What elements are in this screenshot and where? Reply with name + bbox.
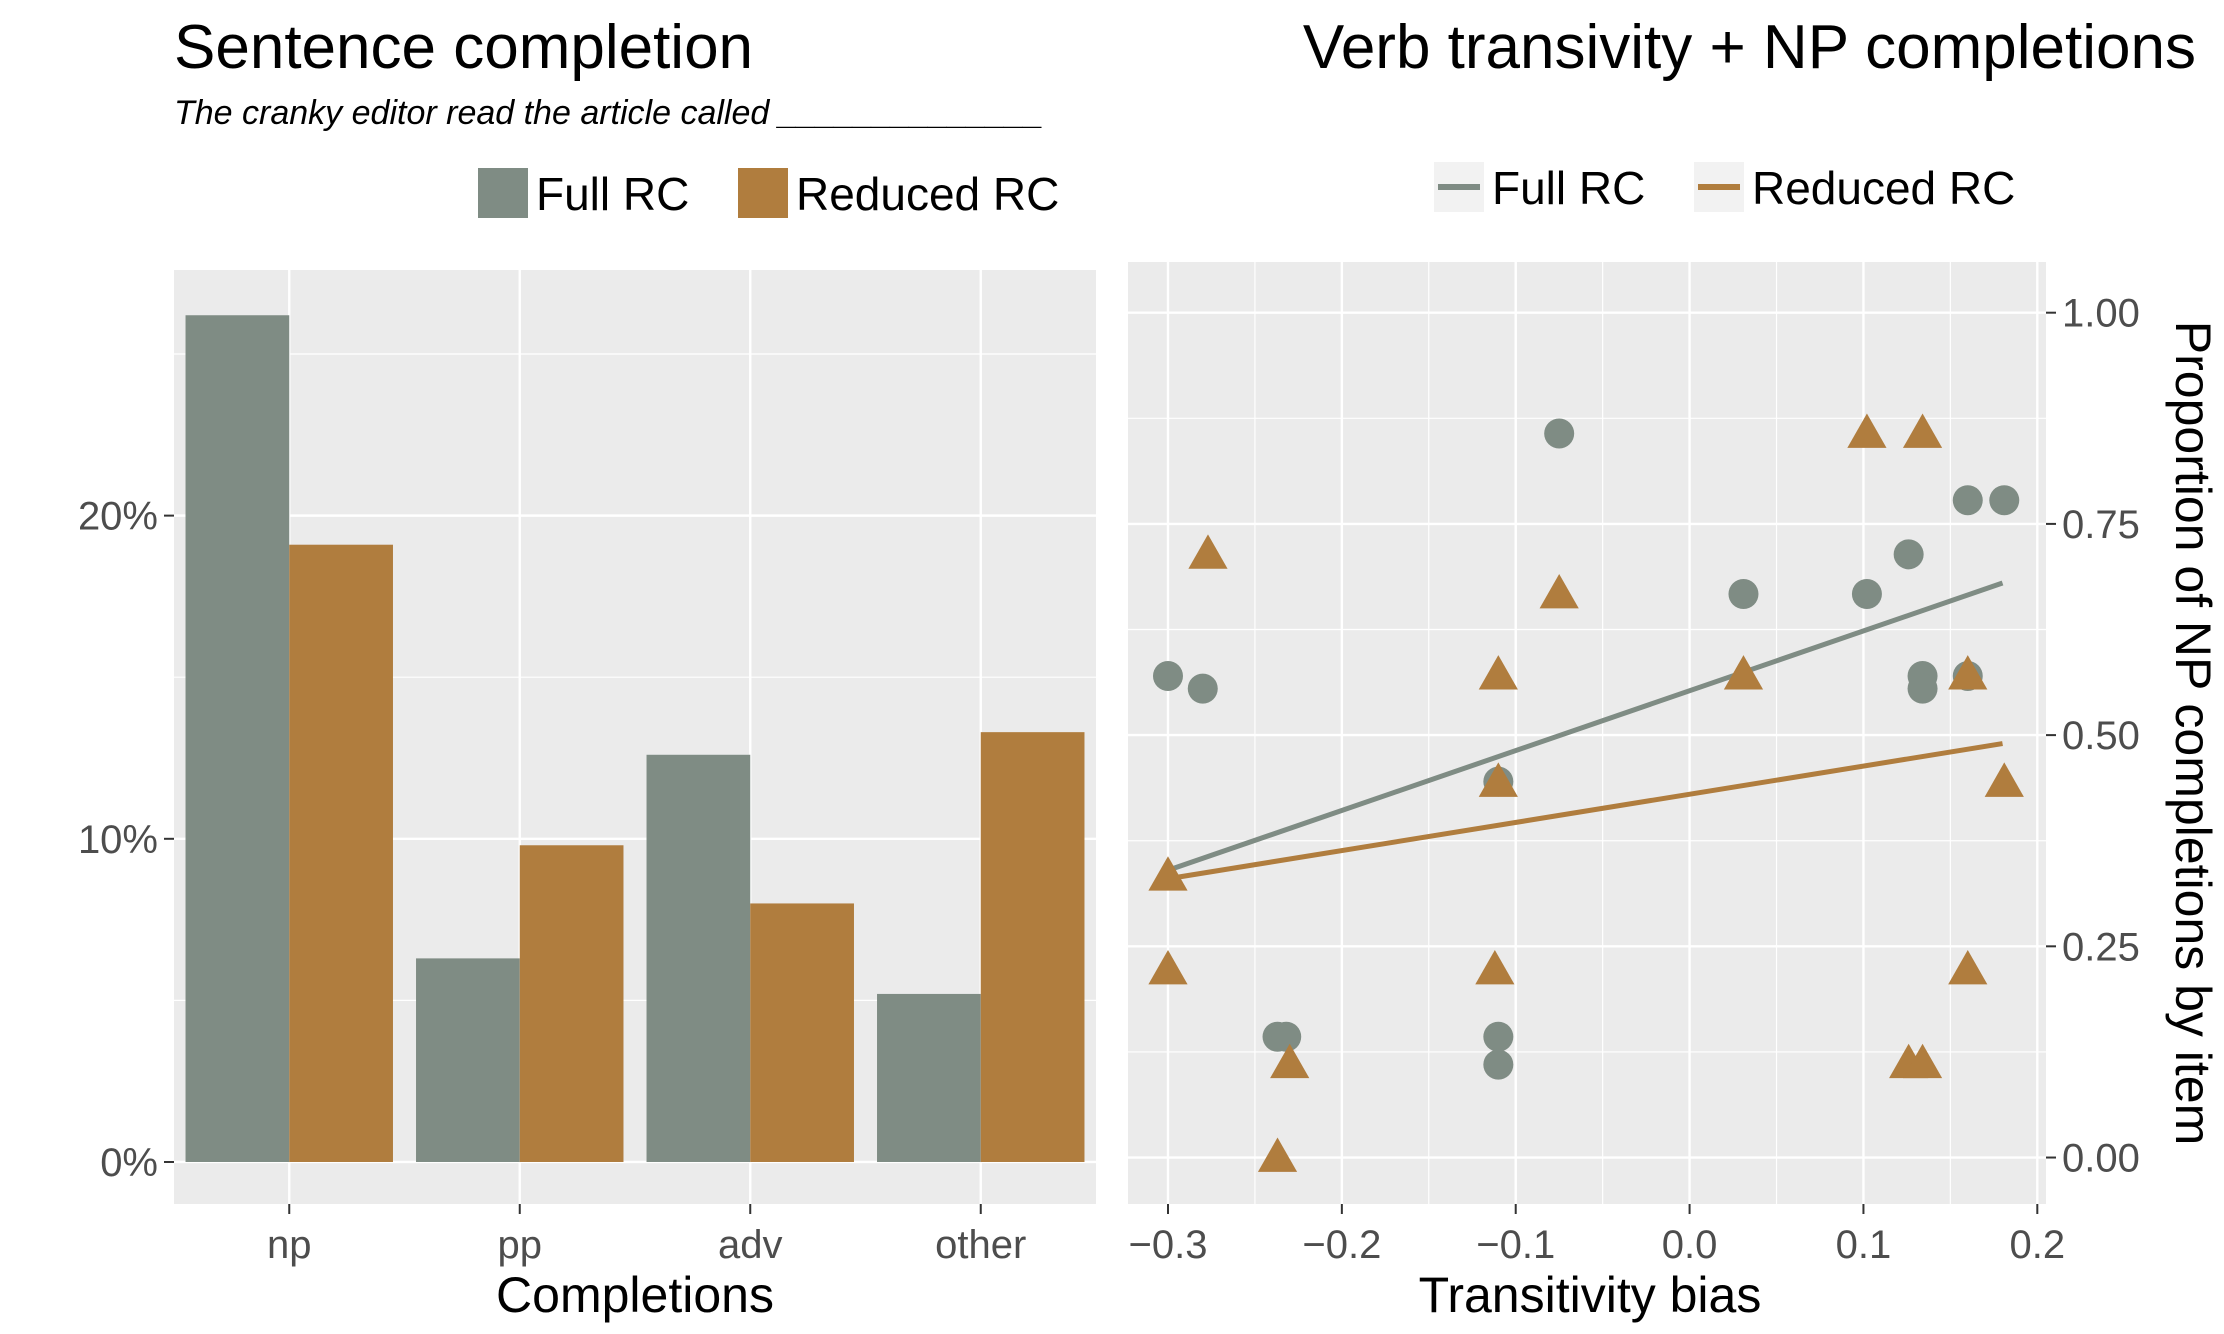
point-reduced-rc: [1257, 1137, 1298, 1172]
point-full-rc: [1187, 673, 1218, 704]
scatter-chart-legend: Full RC Reduced RC: [1434, 162, 2015, 214]
scatter-chart: Verb transivity + NP completions Full RC…: [1128, 13, 2221, 1323]
point-full-rc: [1952, 485, 1983, 516]
bar-reduced-rc-adv: [750, 903, 854, 1162]
bar-reduced-rc-pp: [519, 845, 624, 1162]
point-full-rc: [1152, 660, 1183, 691]
scatter-y-tick-label: 1.00: [2062, 292, 2140, 336]
bar-y-tick-label: 0%: [100, 1141, 158, 1185]
point-reduced-rc: [1475, 949, 1515, 985]
point-full-rc: [1907, 673, 1938, 704]
point-full-rc: [1728, 579, 1759, 610]
bar-reduced-rc-np: [289, 544, 393, 1162]
scatter-fit-lines: [1167, 580, 2004, 882]
bar-x-axis-title: Completions: [496, 1267, 774, 1323]
bar-x-tick-label: other: [935, 1223, 1026, 1267]
point-full-rc: [1271, 1021, 1302, 1052]
bar-y-axis: 0% 10% 20%: [78, 495, 174, 1185]
point-reduced-rc: [1188, 534, 1228, 569]
point-reduced-rc: [1847, 413, 1887, 448]
scatter-x-tick-label: 0.0: [1662, 1223, 1718, 1267]
legend-swatch-full-rc: [478, 168, 528, 218]
point-reduced-rc: [1270, 1043, 1310, 1079]
point-reduced-rc: [1902, 1043, 1943, 1079]
point-reduced-rc: [1478, 655, 1518, 690]
legend-label-full-rc: Full RC: [536, 168, 689, 220]
bar-x-axis: np pp adv other: [267, 1204, 1026, 1267]
scatter-y-tick-label: 0.75: [2062, 503, 2140, 547]
bar-chart-subtitle: The cranky editor read the article calle…: [174, 94, 1043, 132]
scatter-x-axis: −0.3 −0.2 −0.1 0.0 0.1 0.2: [1129, 1204, 2066, 1267]
bar-x-tick-label: pp: [498, 1223, 543, 1267]
scatter-legend-label-full-rc: Full RC: [1492, 162, 1645, 214]
bar-y-tick-label: 20%: [78, 495, 158, 539]
scatter-y-tick-label: 0.25: [2062, 925, 2140, 969]
fit-line-reduced-rc: [1167, 741, 2003, 882]
point-reduced-rc: [1902, 413, 1943, 448]
bar-y-tick-label: 10%: [78, 818, 158, 862]
bar-x-tick-label: np: [267, 1223, 312, 1267]
bar-marks: [185, 315, 1085, 1162]
scatter-y-tick-label: 0.00: [2062, 1137, 2140, 1181]
scatter-y-tick-label: 0.50: [2062, 714, 2140, 758]
bar-x-tick-label: adv: [718, 1223, 783, 1267]
fit-line-full-rc: [1167, 580, 2004, 873]
legend-label-reduced-rc: Reduced RC: [796, 168, 1059, 220]
bar-full-rc-adv: [646, 754, 751, 1162]
point-full-rc: [1893, 539, 1924, 570]
point-full-rc: [1851, 579, 1882, 610]
scatter-chart-title: Verb transivity + NP completions: [1303, 13, 2196, 82]
point-full-rc: [1483, 1049, 1514, 1080]
bar-full-rc-np: [185, 315, 290, 1162]
bar-reduced-rc-other: [980, 732, 1085, 1162]
scatter-legend-label-reduced-rc: Reduced RC: [1752, 162, 2015, 214]
scatter-points: [1148, 413, 2024, 1172]
scatter-y-axis-title: Proportion of NP completions by item: [2165, 321, 2221, 1145]
point-reduced-rc: [1723, 655, 1764, 690]
point-full-rc: [1989, 485, 2020, 516]
point-reduced-rc: [1984, 762, 2024, 797]
point-reduced-rc: [1148, 949, 1188, 985]
point-full-rc: [1483, 1021, 1514, 1052]
bar-full-rc-other: [877, 993, 981, 1162]
scatter-x-tick-label: 0.1: [1836, 1223, 1892, 1267]
scatter-x-tick-label: −0.2: [1302, 1223, 1381, 1267]
bar-chart-legend: Full RC Reduced RC: [478, 168, 1059, 220]
scatter-x-tick-label: 0.2: [2010, 1223, 2066, 1267]
legend-swatch-reduced-rc: [738, 168, 788, 218]
point-reduced-rc: [1948, 655, 1988, 690]
scatter-y-axis: 0.00 0.25 0.50 0.75 1.00: [2046, 292, 2140, 1181]
point-reduced-rc: [1948, 949, 1988, 985]
scatter-x-axis-title: Transitivity bias: [1419, 1267, 1762, 1323]
scatter-x-tick-label: −0.1: [1476, 1223, 1555, 1267]
bar-chart: Sentence completion The cranky editor re…: [78, 13, 1096, 1323]
point-reduced-rc: [1478, 762, 1518, 797]
scatter-x-tick-label: −0.3: [1129, 1223, 1208, 1267]
point-full-rc: [1544, 418, 1575, 449]
point-reduced-rc: [1148, 856, 1188, 891]
point-reduced-rc: [1539, 574, 1579, 609]
bar-full-rc-pp: [416, 958, 520, 1162]
bar-chart-title: Sentence completion: [174, 13, 753, 82]
